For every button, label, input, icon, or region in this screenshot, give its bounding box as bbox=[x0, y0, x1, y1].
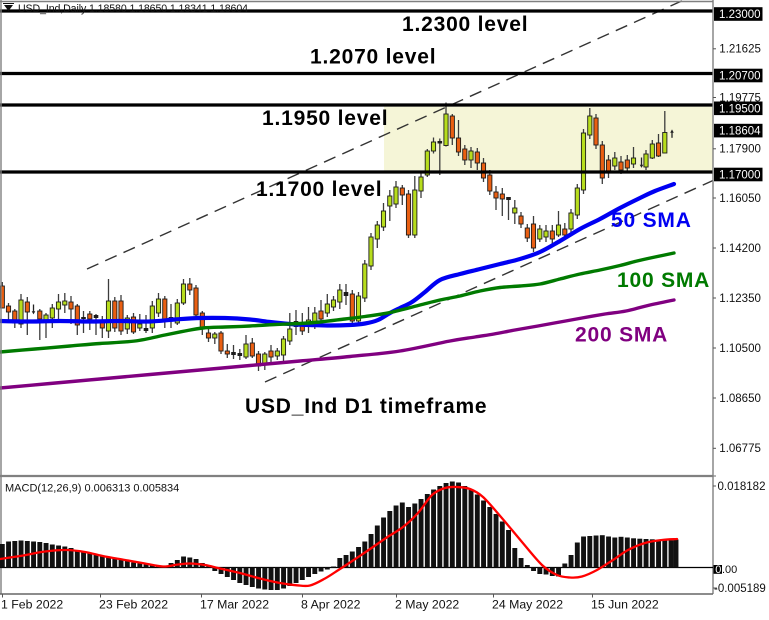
svg-text:1.20700: 1.20700 bbox=[719, 71, 761, 83]
svg-text:50 SMA: 50 SMA bbox=[611, 209, 692, 232]
svg-text:15 Jun 2022: 15 Jun 2022 bbox=[591, 598, 659, 612]
svg-text:200 SMA: 200 SMA bbox=[575, 324, 668, 347]
svg-text:0: 0 bbox=[715, 564, 721, 576]
svg-text:1.06775: 1.06775 bbox=[719, 443, 761, 455]
svg-text:23 Feb 2022: 23 Feb 2022 bbox=[99, 598, 168, 612]
svg-text:1.17000: 1.17000 bbox=[719, 170, 761, 182]
svg-text:1.1950 level: 1.1950 level bbox=[262, 107, 388, 130]
svg-text:1.23000: 1.23000 bbox=[719, 9, 761, 21]
svg-text:1.21625: 1.21625 bbox=[719, 44, 761, 56]
svg-text:1.2300 level: 1.2300 level bbox=[402, 13, 528, 36]
svg-text:1.18604: 1.18604 bbox=[719, 126, 761, 138]
svg-text:1.2070 level: 1.2070 level bbox=[310, 46, 436, 69]
svg-text:1 Feb 2022: 1 Feb 2022 bbox=[1, 598, 63, 612]
svg-text:1.14200: 1.14200 bbox=[719, 243, 761, 255]
svg-text:-0.005189: -0.005189 bbox=[714, 583, 766, 595]
svg-text:USD_Ind D1 timeframe: USD_Ind D1 timeframe bbox=[245, 395, 487, 418]
svg-text:1.08650: 1.08650 bbox=[719, 393, 761, 405]
svg-text:1.10500: 1.10500 bbox=[719, 343, 761, 355]
svg-text:1.1700 level: 1.1700 level bbox=[256, 178, 382, 201]
svg-text:17 Mar 2022: 17 Mar 2022 bbox=[200, 598, 269, 612]
svg-text:.00: .00 bbox=[722, 564, 737, 576]
svg-text:1.17900: 1.17900 bbox=[719, 144, 761, 156]
svg-text:8 Apr 2022: 8 Apr 2022 bbox=[301, 598, 361, 612]
svg-text:1.16050: 1.16050 bbox=[719, 193, 761, 205]
svg-text:MACD(12,26,9) 0.006313 0.00583: MACD(12,26,9) 0.006313 0.005834 bbox=[5, 483, 179, 495]
svg-text:1.12350: 1.12350 bbox=[719, 293, 761, 305]
svg-text:2 May 2022: 2 May 2022 bbox=[395, 598, 459, 612]
svg-text:100 SMA: 100 SMA bbox=[617, 269, 710, 292]
svg-text:0.018182: 0.018182 bbox=[718, 481, 766, 493]
svg-text:24 May 2022: 24 May 2022 bbox=[492, 598, 563, 612]
svg-text:USD_Ind,Daily 1.18580 1.18650: USD_Ind,Daily 1.18580 1.18650 1.18341 1.… bbox=[18, 3, 248, 15]
svg-text:1.19775: 1.19775 bbox=[719, 92, 761, 104]
svg-text:1.19500: 1.19500 bbox=[719, 103, 761, 115]
